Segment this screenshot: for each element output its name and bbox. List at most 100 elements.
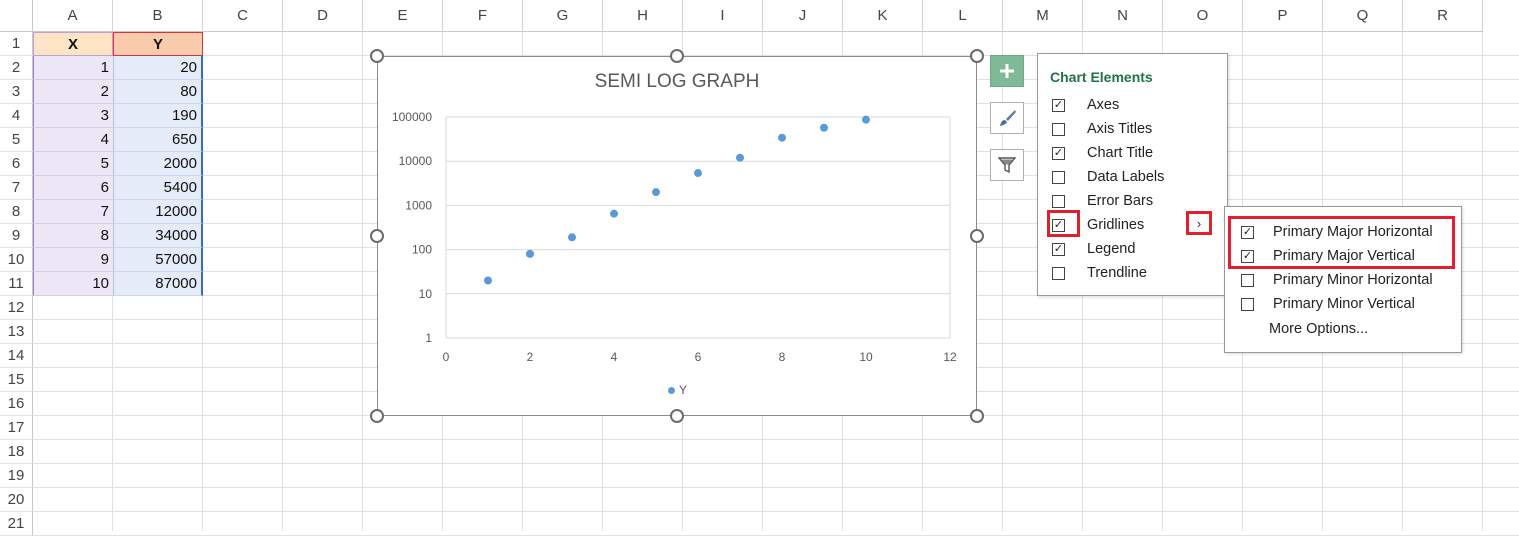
row-header-8[interactable]: 8 — [0, 200, 33, 224]
checkbox-unchecked-icon[interactable] — [1052, 122, 1065, 136]
row-header-1[interactable]: 1 — [0, 32, 33, 56]
cell-A2[interactable]: 1 — [33, 56, 113, 80]
row-header-18[interactable]: 18 — [0, 440, 33, 464]
row-header-2[interactable]: 2 — [0, 56, 33, 80]
chart-filters-button[interactable] — [990, 149, 1024, 181]
column-header-C[interactable]: C — [203, 0, 283, 32]
gridline-option-primary-major-horizontal[interactable]: ✓ Primary Major Horizontal — [1241, 220, 1433, 244]
gridline-option-primary-minor-horizontal[interactable]: Primary Minor Horizontal — [1241, 268, 1433, 292]
row-header-13[interactable]: 13 — [0, 320, 33, 344]
checkbox-checked-icon[interactable]: ✓ — [1052, 218, 1065, 232]
chart-element-axes[interactable]: ✓ Axes — [1052, 93, 1119, 117]
resize-handle[interactable] — [670, 49, 684, 63]
row-header-3[interactable]: 3 — [0, 80, 33, 104]
cell-B7[interactable]: 5400 — [113, 176, 203, 200]
data-point[interactable] — [862, 115, 870, 124]
row-header-6[interactable]: 6 — [0, 152, 33, 176]
data-point[interactable] — [568, 233, 576, 242]
data-point[interactable] — [820, 123, 828, 132]
column-header-G[interactable]: G — [523, 0, 603, 32]
row-header-17[interactable]: 17 — [0, 416, 33, 440]
cell-B9[interactable]: 34000 — [113, 224, 203, 248]
checkbox-unchecked-icon[interactable] — [1052, 266, 1065, 280]
resize-handle[interactable] — [370, 229, 384, 243]
resize-handle[interactable] — [670, 409, 684, 423]
checkbox-checked-icon[interactable]: ✓ — [1052, 98, 1065, 112]
checkbox-checked-icon[interactable]: ✓ — [1241, 225, 1254, 239]
column-header-D[interactable]: D — [283, 0, 363, 32]
cell-B1[interactable]: Y — [113, 32, 203, 56]
checkbox-unchecked-icon[interactable] — [1052, 194, 1065, 208]
cell-B10[interactable]: 57000 — [113, 248, 203, 272]
row-header-10[interactable]: 10 — [0, 248, 33, 272]
more-options-link[interactable]: More Options... — [1269, 321, 1369, 337]
checkbox-checked-icon[interactable]: ✓ — [1241, 249, 1254, 263]
checkbox-unchecked-icon[interactable] — [1241, 273, 1254, 287]
cell-A8[interactable]: 7 — [33, 200, 113, 224]
row-header-19[interactable]: 19 — [0, 464, 33, 488]
resize-handle[interactable] — [970, 49, 984, 63]
column-header-P[interactable]: P — [1243, 0, 1323, 32]
row-header-21[interactable]: 21 — [0, 512, 33, 536]
column-header-M[interactable]: M — [1003, 0, 1083, 32]
resize-handle[interactable] — [370, 409, 384, 423]
data-point[interactable] — [652, 188, 660, 197]
row-header-20[interactable]: 20 — [0, 488, 33, 512]
column-header-H[interactable]: H — [603, 0, 683, 32]
data-point[interactable] — [526, 249, 534, 258]
column-header-N[interactable]: N — [1083, 0, 1163, 32]
chart-title[interactable]: SEMI LOG GRAPH — [594, 71, 760, 92]
chart-element-chart-title[interactable]: ✓ Chart Title — [1052, 141, 1153, 165]
data-point[interactable] — [610, 209, 618, 218]
chart-element-legend[interactable]: ✓ Legend — [1052, 237, 1135, 261]
resize-handle[interactable] — [970, 409, 984, 423]
chart-elements-button[interactable] — [990, 55, 1024, 87]
cell-A6[interactable]: 5 — [33, 152, 113, 176]
checkbox-unchecked-icon[interactable] — [1241, 297, 1254, 311]
chart-element-axis-titles[interactable]: Axis Titles — [1052, 117, 1152, 141]
column-header-Q[interactable]: Q — [1323, 0, 1403, 32]
chart-element-gridlines[interactable]: ✓ Gridlines — [1052, 213, 1144, 237]
row-header-14[interactable]: 14 — [0, 344, 33, 368]
resize-handle[interactable] — [970, 229, 984, 243]
cell-A11[interactable]: 10 — [33, 272, 113, 296]
row-header-9[interactable]: 9 — [0, 224, 33, 248]
column-header-I[interactable]: I — [683, 0, 763, 32]
column-header-R[interactable]: R — [1403, 0, 1483, 32]
row-header-7[interactable]: 7 — [0, 176, 33, 200]
cell-A9[interactable]: 8 — [33, 224, 113, 248]
data-point[interactable] — [778, 133, 786, 142]
row-header-15[interactable]: 15 — [0, 368, 33, 392]
gridlines-submenu-arrow[interactable]: › — [1186, 211, 1212, 235]
column-header-A[interactable]: A — [33, 0, 113, 32]
cell-B2[interactable]: 20 — [113, 56, 203, 80]
plot-area[interactable]: 1 10 100 1000 10000 100000 0 2 4 6 8 10 12 — [378, 57, 976, 415]
checkbox-checked-icon[interactable]: ✓ — [1052, 146, 1065, 160]
data-point[interactable] — [484, 276, 492, 285]
column-header-B[interactable]: B — [113, 0, 203, 32]
gridline-option-primary-minor-vertical[interactable]: Primary Minor Vertical — [1241, 292, 1415, 316]
cell-A1[interactable]: X — [33, 32, 113, 56]
column-header-E[interactable]: E — [363, 0, 443, 32]
checkbox-unchecked-icon[interactable] — [1052, 170, 1065, 184]
column-header-L[interactable]: L — [923, 0, 1003, 32]
column-header-K[interactable]: K — [843, 0, 923, 32]
cell-A10[interactable]: 9 — [33, 248, 113, 272]
chart-element-trendline[interactable]: Trendline — [1052, 261, 1147, 285]
row-header-16[interactable]: 16 — [0, 392, 33, 416]
row-header-4[interactable]: 4 — [0, 104, 33, 128]
select-all-corner[interactable] — [0, 0, 33, 32]
gridline-option-primary-major-vertical[interactable]: ✓ Primary Major Vertical — [1241, 244, 1415, 268]
cell-B8[interactable]: 12000 — [113, 200, 203, 224]
cell-A3[interactable]: 2 — [33, 80, 113, 104]
row-header-12[interactable]: 12 — [0, 296, 33, 320]
cell-B3[interactable]: 80 — [113, 80, 203, 104]
checkbox-checked-icon[interactable]: ✓ — [1052, 242, 1065, 256]
cell-A7[interactable]: 6 — [33, 176, 113, 200]
cell-A4[interactable]: 3 — [33, 104, 113, 128]
cell-B6[interactable]: 2000 — [113, 152, 203, 176]
resize-handle[interactable] — [370, 49, 384, 63]
row-header-11[interactable]: 11 — [0, 272, 33, 296]
data-point[interactable] — [694, 169, 702, 178]
data-point[interactable] — [736, 153, 744, 162]
